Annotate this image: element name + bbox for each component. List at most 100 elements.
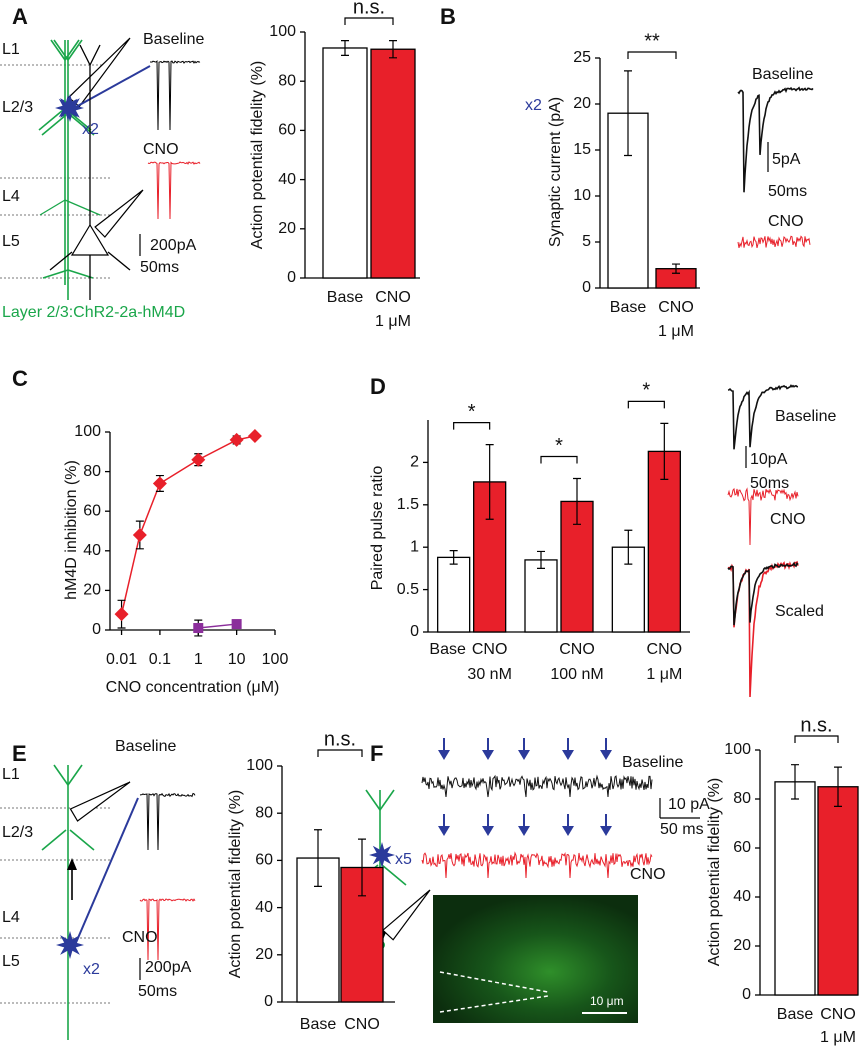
- bar: [322, 47, 368, 279]
- trace: [150, 60, 201, 131]
- error-bar: [834, 766, 842, 807]
- series-line: [198, 623, 237, 629]
- bar: [437, 556, 471, 633]
- annotation: 50ms: [140, 259, 179, 276]
- x-tick-label: CNO: [375, 289, 411, 306]
- dendrite: [38, 109, 64, 131]
- annotation: 5pA: [772, 151, 801, 168]
- dendrite: [49, 251, 73, 271]
- error-bar: [537, 550, 545, 569]
- y-tick-label: 40: [733, 888, 751, 905]
- dendrite: [39, 199, 66, 216]
- pipette: [381, 889, 431, 941]
- y-tick-label: 20: [278, 220, 296, 237]
- x-tick-label: 0.01: [106, 651, 137, 668]
- trace: [727, 487, 799, 546]
- error-bar: [791, 764, 799, 800]
- y-tick-label: 0: [410, 623, 419, 640]
- y-tick-label: 40: [83, 542, 101, 559]
- dendrite: [67, 39, 83, 61]
- light-path: [73, 65, 151, 109]
- annotation: 50ms: [750, 475, 789, 492]
- annotation: 10 μm: [590, 994, 624, 1008]
- significance-bracket: [627, 51, 677, 59]
- stim-arrowhead: [562, 750, 574, 760]
- stim-arrowhead: [518, 750, 530, 760]
- x-tick-label: Base: [777, 1006, 814, 1023]
- annotation: CNO: [630, 866, 666, 883]
- trace: [737, 86, 814, 193]
- point: [152, 476, 167, 491]
- annotation: 10pA: [750, 451, 788, 468]
- dendrite: [41, 114, 67, 136]
- significance-bracket: [453, 421, 491, 430]
- bar: [524, 559, 558, 633]
- series-label: CNO: [647, 641, 683, 658]
- y-tick-label: 100: [246, 757, 273, 774]
- significance-bracket: [794, 735, 839, 743]
- significance-label: *: [468, 401, 476, 423]
- y-tick-label: 20: [83, 582, 101, 599]
- significance-label: n.s.: [800, 714, 832, 736]
- significance-bracket: [627, 400, 665, 409]
- y-tick-label: 0.5: [397, 581, 419, 598]
- annotation: 10 pA: [668, 796, 710, 813]
- significance-label: **: [644, 30, 660, 52]
- bar: [817, 786, 859, 996]
- y-tick-label: 60: [255, 852, 273, 869]
- neuron-outline: [89, 44, 101, 66]
- trace: [139, 792, 196, 851]
- annotation: L1: [2, 766, 20, 783]
- y-tick-label: 25: [573, 49, 591, 66]
- annotation: 200pA: [145, 959, 192, 976]
- x-tick-label: Base: [300, 1016, 337, 1033]
- annotation: 50ms: [138, 983, 177, 1000]
- stimulation-star: [369, 842, 395, 868]
- annotation: 50ms: [768, 183, 807, 200]
- y-tick-label: 80: [278, 72, 296, 89]
- x-tick-label: 100 nM: [550, 666, 603, 683]
- point: [132, 527, 147, 542]
- error-bar: [341, 40, 349, 56]
- y-tick-label: 60: [278, 122, 296, 139]
- dendrite: [379, 789, 395, 811]
- panel-label: B: [440, 4, 456, 29]
- significance-label: *: [555, 435, 563, 457]
- annotation: 50 ms: [660, 821, 704, 838]
- point: [191, 452, 206, 467]
- micrograph: [433, 895, 638, 1023]
- panel-label: D: [370, 374, 386, 399]
- neuron-outline: [79, 44, 91, 66]
- error-bar: [573, 477, 581, 525]
- annotation: L4: [2, 188, 20, 205]
- x-tick-label: CNO: [820, 1006, 856, 1023]
- dendrite: [50, 39, 66, 61]
- dendrite: [64, 199, 101, 216]
- error-bar: [660, 422, 669, 480]
- y-tick-label: 0: [92, 621, 101, 638]
- x-tick-label: 100: [262, 651, 289, 668]
- annotation: Baseline: [775, 408, 836, 425]
- y-axis-label: Action potential fidelity (%): [249, 61, 266, 250]
- point: [193, 623, 204, 634]
- y-tick-label: 0: [582, 279, 591, 296]
- y-tick-label: 60: [83, 502, 101, 519]
- y-tick-label: 0: [742, 986, 751, 1003]
- y-tick-label: 100: [74, 423, 101, 440]
- error-bar: [449, 549, 458, 565]
- x-tick-label: CNO: [344, 1016, 380, 1033]
- annotation: L2/3: [2, 99, 33, 116]
- stim-arrowhead: [600, 826, 612, 836]
- trace: [147, 161, 201, 220]
- x-tick-label: Base: [327, 289, 364, 306]
- stim-arrowhead: [438, 750, 450, 760]
- trace: [737, 235, 811, 249]
- dendrite: [107, 251, 131, 271]
- y-axis-label: hM4D inhibition (%): [63, 460, 80, 600]
- y-axis-label: Action potential fidelity (%): [227, 790, 244, 979]
- dendrite: [53, 39, 69, 61]
- bar: [370, 48, 416, 279]
- x-tick-sublabel: 1 μM: [658, 323, 694, 340]
- trace: [421, 851, 653, 879]
- panel-label: F: [370, 741, 383, 766]
